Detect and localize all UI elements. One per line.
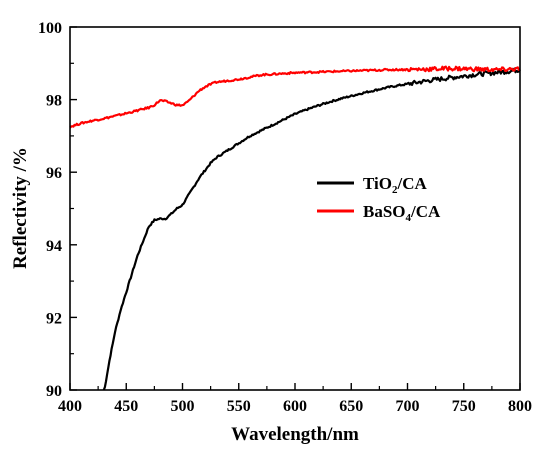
axes-layer: 400 450 500 550 600 650 700 750 800 90 92 94 96 98 100 [38,20,532,415]
series-layer [69,65,521,391]
y-tick-label: 100 [38,20,62,37]
y-tick-label: 96 [46,165,62,182]
y-tick-label: 90 [46,383,62,400]
legend-label-tio2: TiO2/CA [363,174,427,196]
legend-label-baso4: BaSO4/CA [363,202,441,224]
series-line-1 [69,65,521,129]
x-tick-label: 650 [339,398,363,415]
x-tick-label: 800 [508,398,532,415]
x-tick-label: 700 [396,398,420,415]
y-tick-label: 92 [46,310,62,327]
x-tick-label: 600 [283,398,307,415]
x-tick-label: 500 [171,398,195,415]
y-axis-title: Reflectivity /% [10,147,31,269]
legend: TiO2/CA BaSO4/CA [317,174,441,224]
x-tick-label: 550 [227,398,251,415]
series-line-0 [102,67,521,391]
x-tick-label: 400 [58,398,82,415]
plot-frame [69,26,521,391]
y-tick-label: 98 [46,93,62,110]
y-tick-label: 94 [46,238,62,255]
x-tick-label: 450 [114,398,138,415]
x-axis-title: Wavelength/nm [231,424,359,445]
x-tick-label: 750 [452,398,476,415]
